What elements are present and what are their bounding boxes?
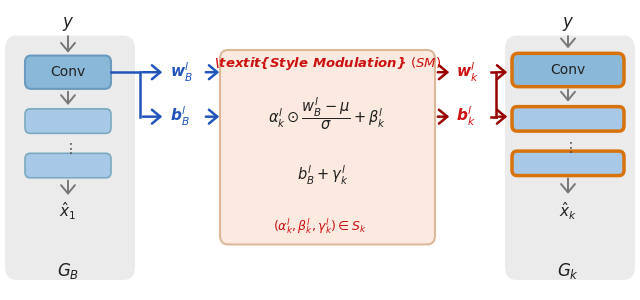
Text: $b_B^l + \gamma_k^l$: $b_B^l + \gamma_k^l$: [297, 164, 348, 187]
Text: $y$: $y$: [562, 15, 574, 33]
Text: $\hat{x}_k$: $\hat{x}_k$: [559, 200, 577, 222]
FancyBboxPatch shape: [25, 109, 111, 133]
Text: $G_B$: $G_B$: [57, 261, 79, 281]
FancyBboxPatch shape: [512, 53, 624, 87]
FancyBboxPatch shape: [505, 36, 635, 280]
Text: Conv: Conv: [550, 63, 586, 77]
Text: $\boldsymbol{b}_B^l$: $\boldsymbol{b}_B^l$: [170, 105, 189, 128]
Text: $(\alpha_k^l, \beta_k^l, \gamma_k^l) \in S_k$: $(\alpha_k^l, \beta_k^l, \gamma_k^l) \in…: [273, 217, 366, 236]
Text: $\boldsymbol{w}_k^l$: $\boldsymbol{w}_k^l$: [456, 61, 479, 84]
Text: $\vdots$: $\vdots$: [563, 140, 573, 155]
FancyBboxPatch shape: [512, 151, 624, 175]
Text: $G_k$: $G_k$: [557, 261, 579, 281]
FancyBboxPatch shape: [512, 107, 624, 131]
Text: $\hat{x}_1$: $\hat{x}_1$: [60, 200, 77, 222]
Text: $\vdots$: $\vdots$: [63, 141, 73, 156]
Text: Conv: Conv: [51, 65, 86, 79]
FancyBboxPatch shape: [5, 36, 135, 280]
FancyBboxPatch shape: [220, 50, 435, 244]
Text: \textit{Style Modulation} $\mathit{(SM)}$: \textit{Style Modulation} $\mathit{(SM)}…: [214, 55, 441, 72]
Text: $\boldsymbol{w}_B^l$: $\boldsymbol{w}_B^l$: [170, 61, 193, 84]
Text: $y$: $y$: [62, 15, 74, 33]
FancyBboxPatch shape: [25, 56, 111, 89]
FancyBboxPatch shape: [25, 153, 111, 178]
Text: $\boldsymbol{b}_k^l$: $\boldsymbol{b}_k^l$: [456, 105, 476, 128]
Text: $\alpha_k^l \odot \dfrac{w_B^l - \mu}{\sigma} + \beta_k^l$: $\alpha_k^l \odot \dfrac{w_B^l - \mu}{\s…: [269, 95, 387, 132]
